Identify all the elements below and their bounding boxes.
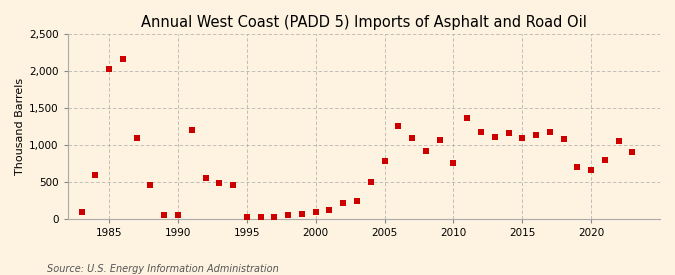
Point <box>324 208 335 212</box>
Point <box>558 137 569 141</box>
Point <box>269 214 280 219</box>
Point <box>352 199 362 204</box>
Point <box>310 209 321 214</box>
Point <box>255 214 266 219</box>
Point <box>489 135 500 139</box>
Point <box>173 212 184 217</box>
Point <box>242 214 252 219</box>
Point <box>214 180 225 185</box>
Point <box>407 135 418 140</box>
Point <box>159 213 169 218</box>
Point <box>145 183 156 187</box>
Point <box>186 128 197 132</box>
Point <box>476 130 487 134</box>
Point <box>614 139 624 144</box>
Point <box>503 131 514 135</box>
Point <box>517 135 528 140</box>
Point <box>104 67 115 72</box>
Point <box>599 158 610 162</box>
Y-axis label: Thousand Barrels: Thousand Barrels <box>15 78 25 175</box>
Point <box>365 180 376 184</box>
Point <box>296 211 307 216</box>
Point <box>545 130 556 134</box>
Point <box>393 124 404 129</box>
Point <box>200 175 211 180</box>
Point <box>131 135 142 140</box>
Point <box>572 165 583 169</box>
Point <box>462 116 472 120</box>
Point <box>531 133 541 138</box>
Point <box>448 161 459 165</box>
Point <box>586 168 597 172</box>
Point <box>627 150 638 155</box>
Point <box>90 172 101 177</box>
Point <box>117 57 128 61</box>
Point <box>434 138 445 142</box>
Title: Annual West Coast (PADD 5) Imports of Asphalt and Road Oil: Annual West Coast (PADD 5) Imports of As… <box>141 15 587 30</box>
Text: Source: U.S. Energy Information Administration: Source: U.S. Energy Information Administ… <box>47 264 279 274</box>
Point <box>227 183 238 187</box>
Point <box>421 149 431 153</box>
Point <box>283 213 294 218</box>
Point <box>379 159 390 163</box>
Point <box>76 210 87 214</box>
Point <box>338 200 349 205</box>
